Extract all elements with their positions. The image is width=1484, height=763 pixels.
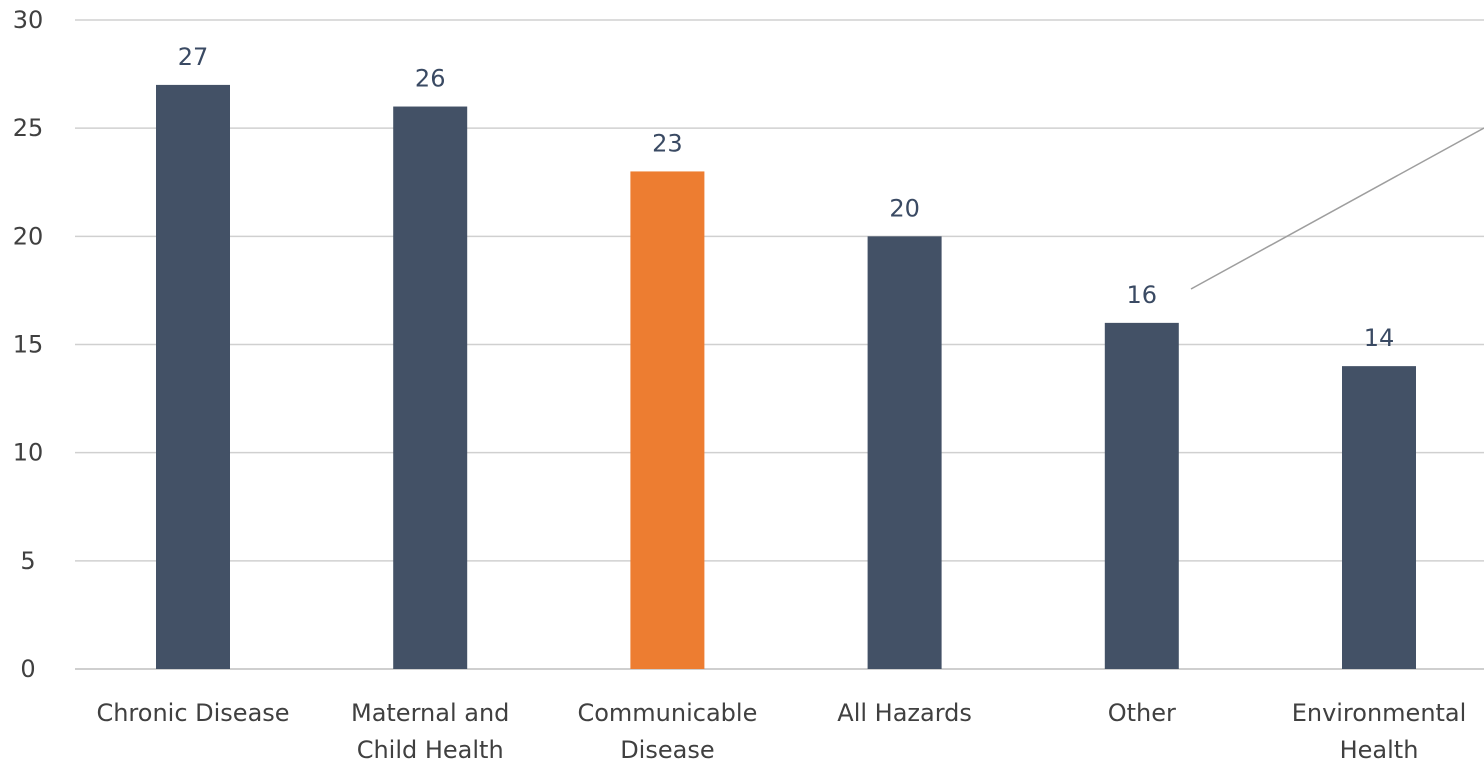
category-label: Health (1340, 736, 1419, 763)
bar (1342, 366, 1416, 669)
bar (156, 84, 230, 669)
gridlines (75, 19, 1484, 670)
bar (867, 236, 942, 670)
bars (156, 84, 1416, 670)
data-label: 16 (1127, 281, 1158, 309)
y-axis-tick-labels: 0 5 10 15 20 25 30 (13, 6, 44, 683)
category-label: Maternal and (351, 699, 509, 727)
category-label: Communicable (577, 699, 757, 727)
data-label: 26 (415, 65, 446, 93)
y-tick-label: 10 (13, 439, 44, 467)
category-label: Other (1108, 699, 1176, 727)
category-label: Chronic Disease (96, 699, 289, 727)
y-tick-label: 15 (13, 331, 44, 359)
data-label: 20 (889, 194, 920, 222)
y-tick-label: 0 (20, 655, 35, 683)
x-axis-category-labels: Chronic Disease Maternal and Child Health C… (96, 699, 1466, 763)
bar (630, 171, 705, 669)
y-tick-label: 5 (20, 547, 35, 575)
data-label: 14 (1364, 324, 1395, 352)
bar (393, 106, 468, 670)
category-label: All Hazards (837, 699, 972, 727)
callout-leader-line (1190, 127, 1484, 290)
y-tick-label: 20 (13, 222, 44, 250)
data-label: 23 (652, 129, 683, 157)
category-label: Child Health (357, 736, 504, 763)
data-label: 27 (178, 43, 209, 71)
y-tick-label: 30 (13, 6, 44, 34)
category-label: Disease (620, 736, 714, 763)
y-tick-label: 25 (13, 114, 44, 142)
category-label: Environmental (1292, 699, 1467, 727)
data-labels: 27 26 23 20 16 14 (178, 43, 1395, 352)
bar (1104, 322, 1179, 669)
